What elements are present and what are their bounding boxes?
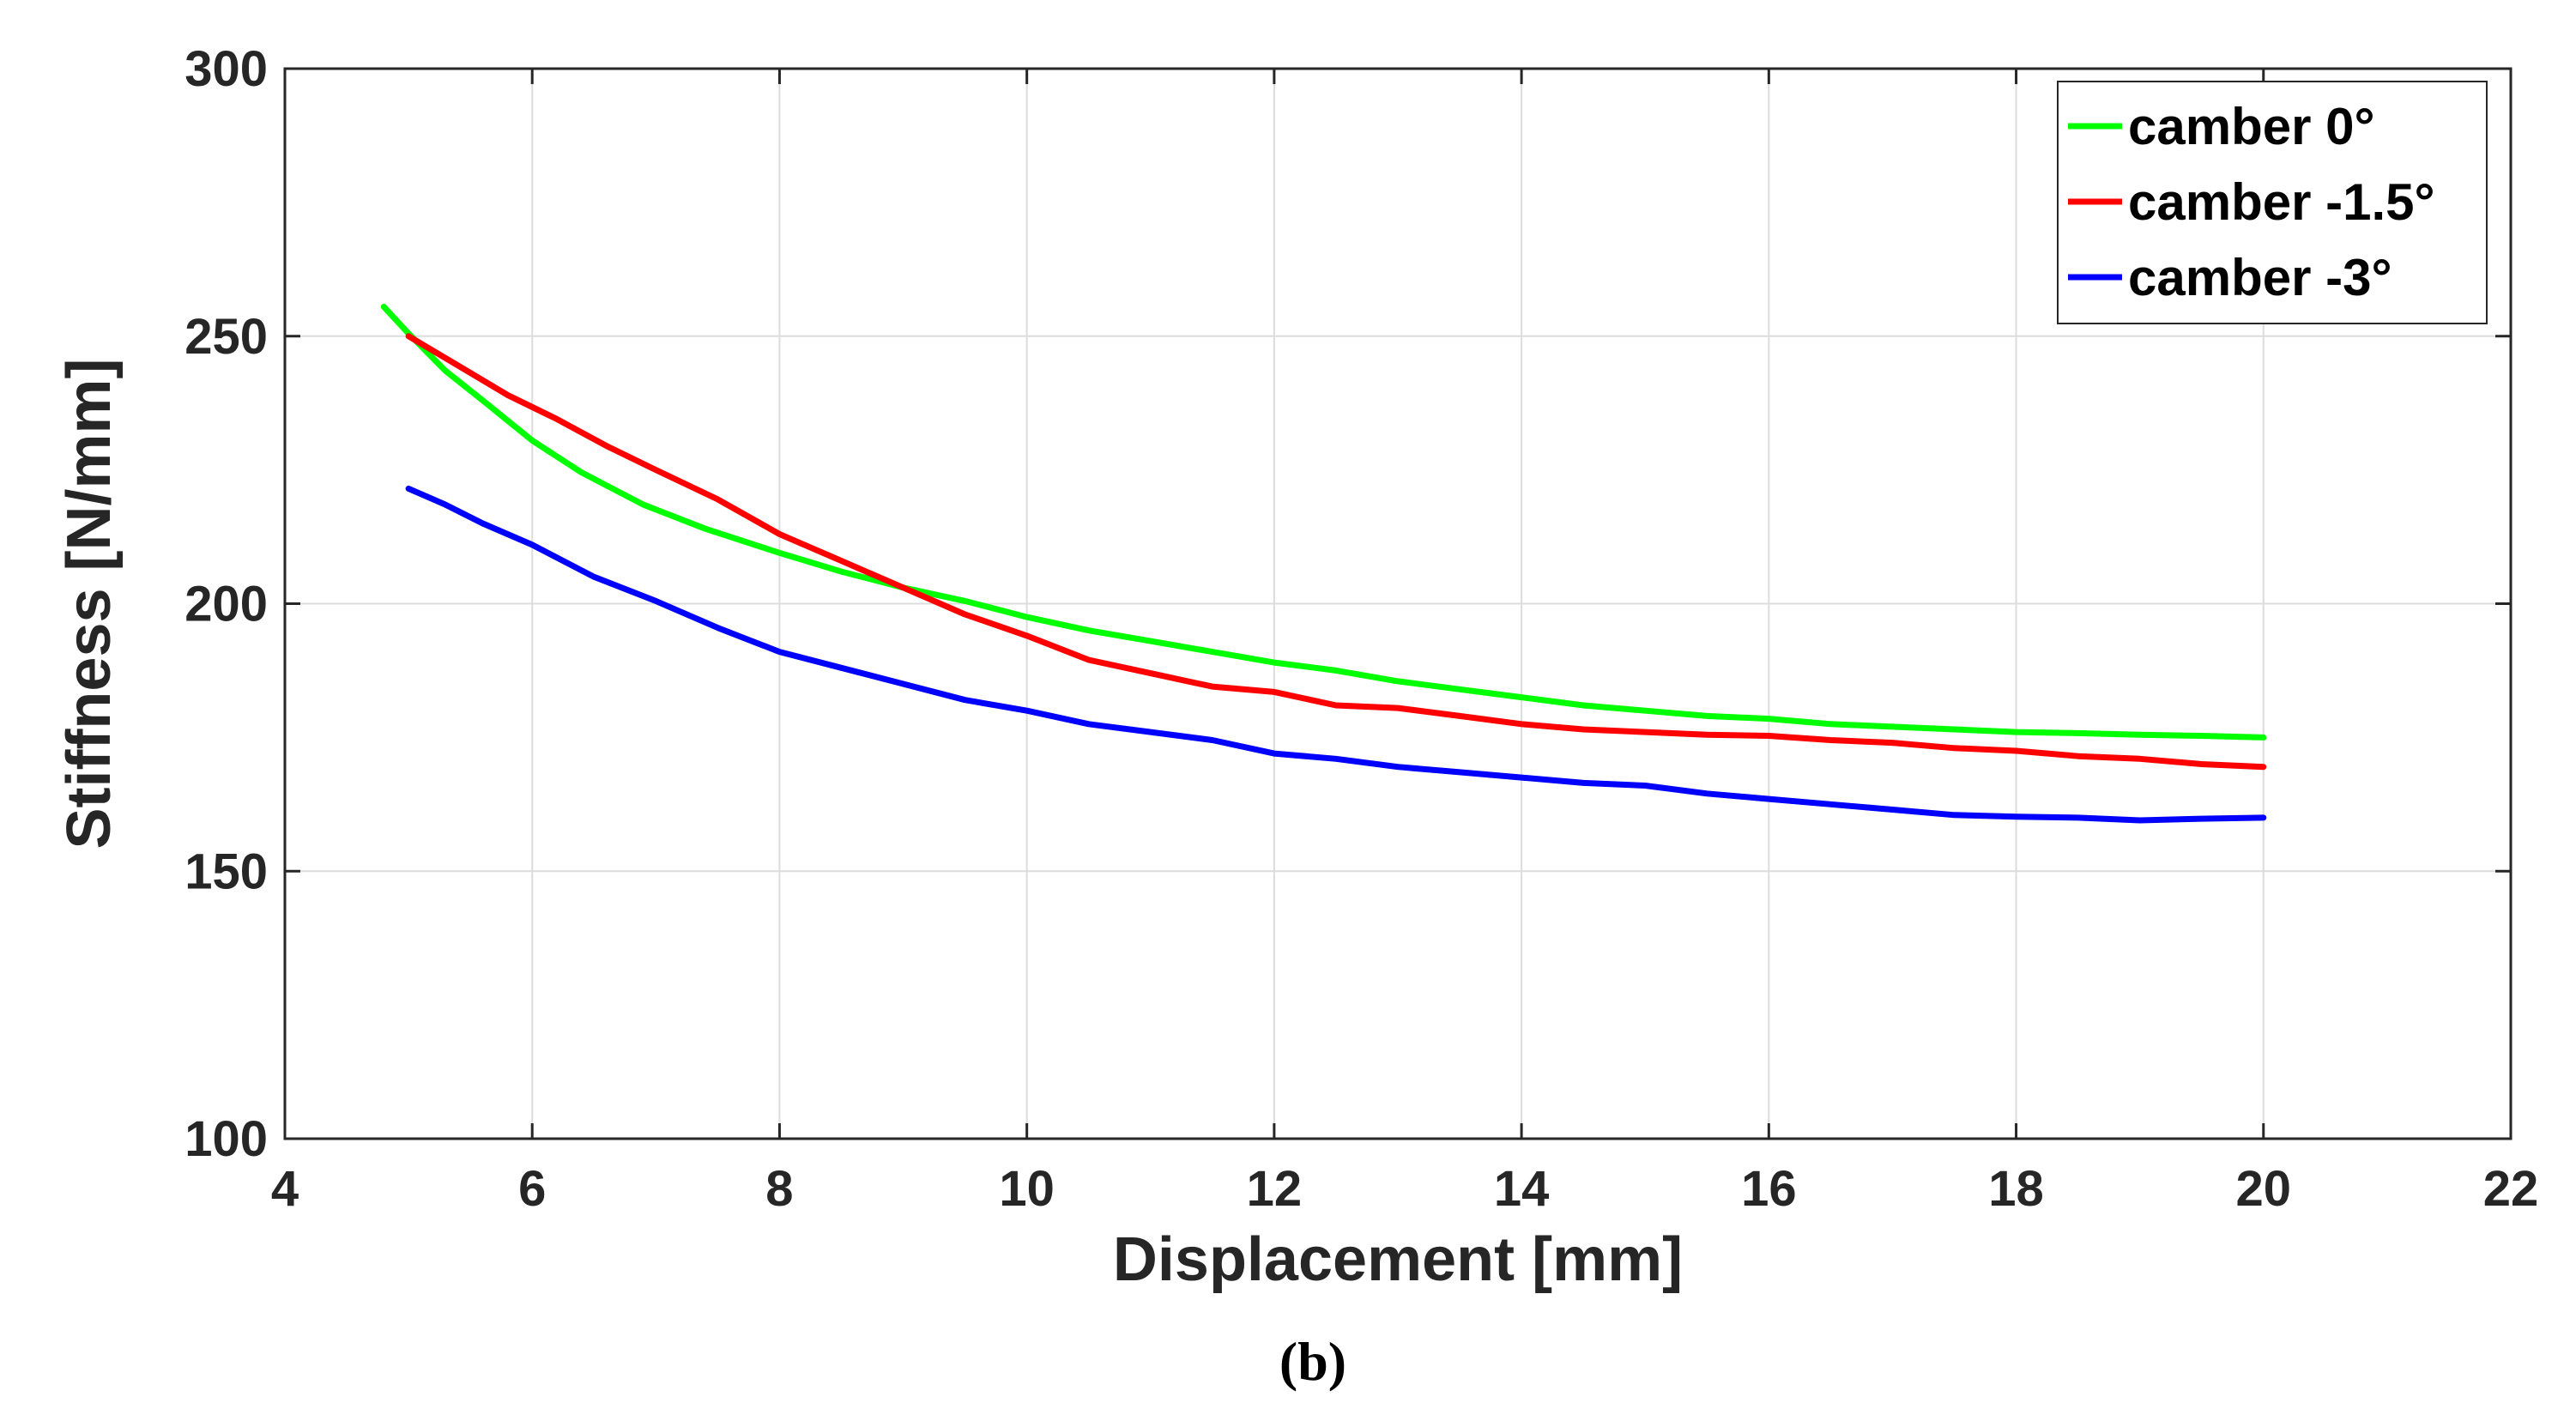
x-tick-label: 6 [518,1161,546,1217]
x-tick-label: 14 [1494,1161,1550,1217]
series-line [380,304,2267,741]
y-tick-label: 100 [184,1111,268,1167]
x-tick-label: 4 [271,1161,299,1217]
legend-box [2057,81,2488,324]
y-tick-label: 150 [184,844,268,899]
x-tick-label: 8 [765,1161,793,1217]
y-tick-label: 250 [184,309,268,365]
y-tick-label: 200 [184,577,268,632]
series-line [405,333,2267,771]
x-tick-label: 22 [2483,1161,2539,1217]
x-axis-label: Displacement [mm] [1113,1225,1683,1294]
legend-label: camber -3° [2128,249,2392,306]
x-tick-label: 18 [1988,1161,2044,1217]
x-tick-label: 10 [999,1161,1055,1217]
series-line [405,485,2267,824]
legend-label: camber 0° [2128,98,2375,155]
legend-label: camber -1.5° [2128,173,2435,231]
series-lines [380,304,2267,824]
x-tick-label: 12 [1247,1161,1303,1217]
y-tick-label: 300 [184,41,268,97]
x-tick-label: 20 [2236,1161,2292,1217]
figure-caption: (b) [1279,1331,1346,1392]
x-tick-label: 16 [1741,1161,1797,1217]
y-axis-label: Stiffness [N/mm] [55,358,124,849]
axis-ticks: 4 6 8 10 12 14 16 18 20 22 100 150 200 250 300 [184,41,2538,1217]
legend: camber 0° camber -1.5° camber -3° [2057,81,2488,324]
